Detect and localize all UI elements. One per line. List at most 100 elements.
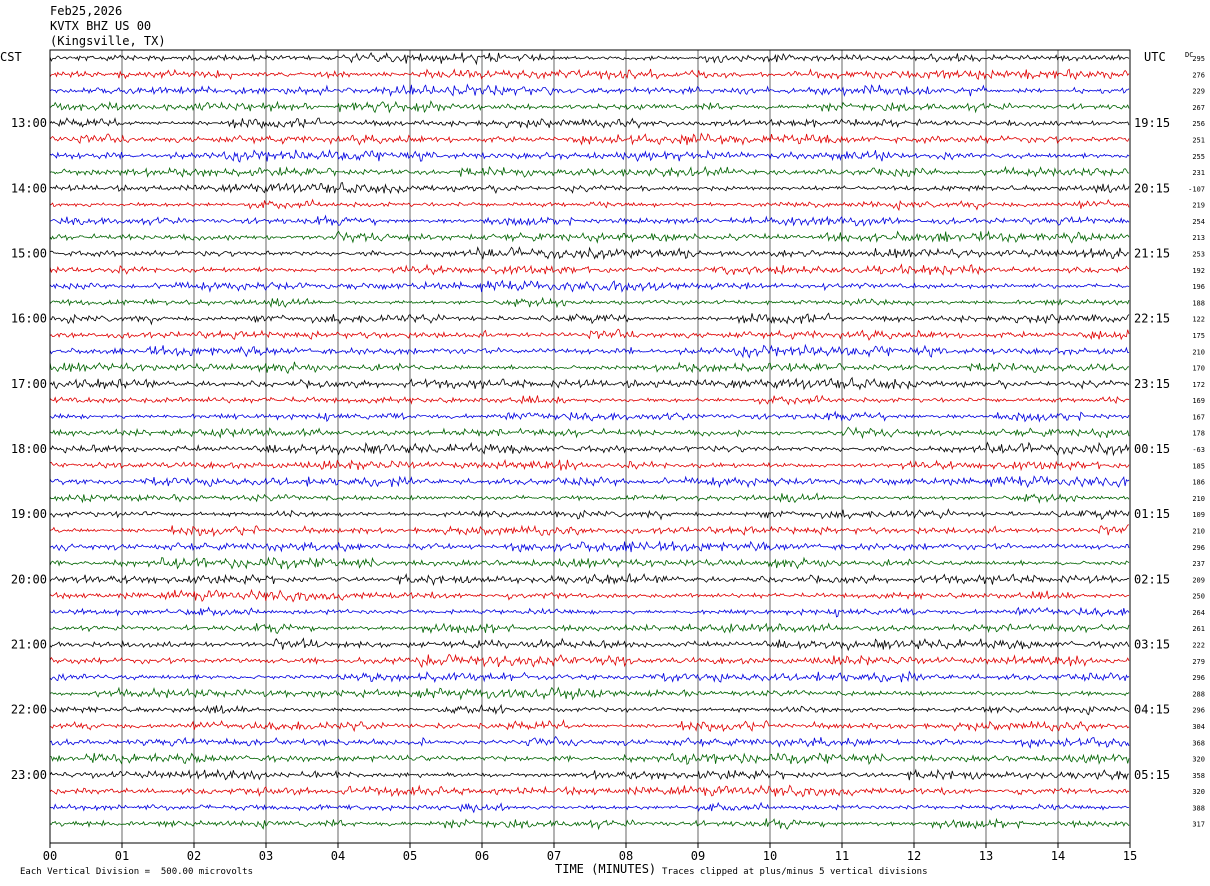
left-hour-label: 13:00 — [11, 116, 47, 130]
clip-note: Traces clipped at plus/minus 5 vertical … — [662, 867, 928, 877]
seismic-trace — [49, 784, 1130, 798]
seismic-trace — [49, 459, 1130, 472]
seismic-trace — [49, 686, 1130, 701]
right-hour-label: 23:15 — [1134, 377, 1170, 391]
dc-offset-label: -63 — [1192, 446, 1205, 454]
seismic-trace — [49, 394, 1130, 406]
dc-offset-label: 185 — [1192, 462, 1205, 470]
right-hour-label: 22:15 — [1134, 312, 1170, 326]
seismic-trace — [49, 410, 1130, 423]
seismic-trace — [49, 117, 1130, 130]
left-hour-label: 20:00 — [11, 572, 47, 586]
seismic-trace — [49, 426, 1130, 440]
right-hour-label: 19:15 — [1134, 116, 1170, 130]
dc-offset-label: 279 — [1192, 658, 1205, 666]
seismic-trace — [49, 165, 1130, 178]
x-tick-label: 04 — [331, 849, 345, 863]
dc-offset-label: 209 — [1192, 576, 1205, 584]
dc-offset-label: 210 — [1192, 348, 1205, 356]
left-hour-label: 21:00 — [11, 638, 47, 652]
dc-offset-label: 251 — [1192, 136, 1205, 144]
dc-offset-label: 288 — [1192, 690, 1205, 698]
seismic-trace — [49, 801, 1130, 814]
seismic-trace — [49, 263, 1130, 276]
dc-offset-label: 229 — [1192, 88, 1205, 96]
dc-offset-label: 250 — [1192, 593, 1205, 601]
dc-offset-label: 192 — [1192, 267, 1205, 275]
dc-offset-label: 210 — [1192, 527, 1205, 535]
right-hour-label: 05:15 — [1134, 768, 1170, 782]
seismic-trace — [49, 376, 1130, 391]
right-timezone-label: UTC — [1144, 50, 1166, 64]
seismic-trace — [49, 572, 1130, 587]
dc-offset-label: 210 — [1192, 495, 1205, 503]
dc-offset-label: 213 — [1192, 234, 1205, 242]
x-tick-label: 08 — [619, 849, 633, 863]
seismic-trace — [49, 492, 1130, 504]
dc-offset-label: 253 — [1192, 251, 1205, 259]
dc-offset-label: 255 — [1192, 153, 1205, 161]
seismic-trace — [49, 343, 1130, 359]
right-hour-label: 00:15 — [1134, 442, 1170, 456]
dc-offset-label: 317 — [1192, 821, 1205, 829]
axis-labels: CST UTC DC 13:00 14:00 15:00 16:00 17:00 18:00 19… — [0, 50, 1205, 863]
seismic-trace — [49, 68, 1130, 81]
seismic-trace — [49, 622, 1130, 635]
x-tick-label: 07 — [547, 849, 561, 863]
left-hour-label: 17:00 — [11, 377, 47, 391]
x-tick-label: 02 — [187, 849, 201, 863]
seismic-trace — [49, 149, 1130, 163]
dc-offset-label: 256 — [1192, 120, 1205, 128]
dc-offset-label: 368 — [1192, 739, 1205, 747]
left-hour-label: 23:00 — [11, 768, 47, 782]
x-tick-label: 14 — [1051, 849, 1065, 863]
left-hour-label: 19:00 — [11, 507, 47, 521]
x-tick-label: 10 — [763, 849, 777, 863]
seismic-trace — [50, 752, 1130, 765]
dc-offset-label: -107 — [1188, 185, 1205, 193]
dc-offset-label: 296 — [1192, 707, 1205, 715]
left-hour-label: 15:00 — [11, 247, 47, 261]
seismic-trace — [49, 817, 1130, 831]
dc-offset-label: 222 — [1192, 642, 1205, 650]
seismic-trace — [49, 540, 1130, 553]
seismic-trace — [49, 718, 1130, 733]
x-tick-label: 12 — [907, 849, 921, 863]
seismic-trace — [49, 768, 1130, 781]
grid-lines — [121, 50, 1059, 843]
dc-offset-label: 167 — [1192, 413, 1205, 421]
seismic-trace — [49, 524, 1130, 538]
right-hour-label: 02:15 — [1134, 572, 1170, 586]
right-hour-label: 20:15 — [1134, 181, 1170, 195]
x-tick-label: 11 — [835, 849, 849, 863]
x-tick-label: 09 — [691, 849, 705, 863]
seismic-trace — [49, 132, 1130, 146]
dc-offset-label: 295 — [1192, 55, 1205, 63]
dc-offset-label: 276 — [1192, 71, 1205, 79]
dc-offset-label: 186 — [1192, 479, 1205, 487]
dc-offset-label: 304 — [1192, 723, 1205, 731]
seismic-trace — [49, 637, 1130, 652]
dc-offset-label: 358 — [1192, 772, 1205, 780]
dc-offset-label: 254 — [1192, 218, 1205, 226]
seismic-trace — [49, 441, 1130, 457]
dc-offset-label: 296 — [1192, 674, 1205, 682]
seismic-trace — [49, 653, 1130, 668]
dc-offset-label: 267 — [1192, 104, 1205, 112]
dc-offset-label: 264 — [1192, 609, 1205, 617]
dc-offset-label: 122 — [1192, 316, 1205, 324]
dc-label: DC — [1185, 51, 1193, 59]
dc-offset-label: 320 — [1192, 756, 1205, 764]
seismic-trace — [49, 588, 1130, 603]
left-timezone-label: CST — [0, 50, 22, 64]
seismic-trace — [49, 703, 1130, 716]
seismic-trace — [49, 214, 1130, 227]
seismic-trace — [49, 556, 1130, 570]
header-station: KVTX BHZ US 00 — [50, 19, 152, 33]
dc-offset-label: 237 — [1192, 560, 1205, 568]
left-hour-label: 16:00 — [11, 312, 47, 326]
left-hour-label: 18:00 — [11, 442, 47, 456]
dc-offset-label: 170 — [1192, 365, 1205, 373]
seismic-trace — [49, 296, 1130, 309]
